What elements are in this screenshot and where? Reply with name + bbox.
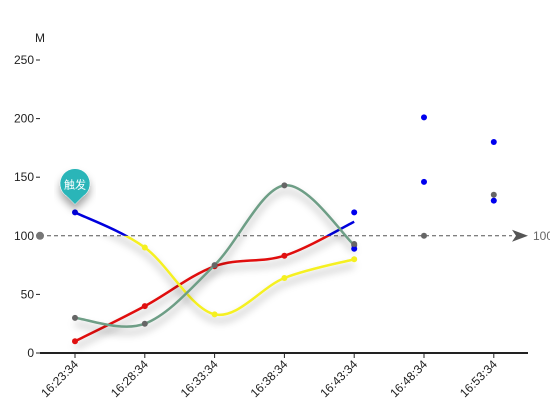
x-tick-label: 16:48:34 [387,357,430,400]
series-point [281,252,288,259]
series-point [211,262,218,269]
scatter-point [421,232,427,239]
x-tick-label: 16:38:34 [248,357,291,400]
y-axis-unit: M [35,31,45,45]
threshold-arrow [512,229,528,242]
axes: M 0 50 100 150 200 250 16:23:34 16:28:34 16:33:34… [14,31,528,400]
scatter-point [490,139,497,146]
scatter-point [490,197,497,204]
x-tick-label: 16:33:34 [178,357,221,400]
series-point [141,320,148,327]
y-tick-label: 100 [14,229,34,243]
series-line [74,184,356,328]
scatter-point [421,178,427,185]
series-point [141,244,148,251]
series-point [72,314,78,321]
scatter-point [351,209,358,216]
series-point [281,182,288,189]
scatter-point [351,241,358,248]
y-tick-label: 50 [21,287,35,301]
x-tick-label: 16:23:34 [38,357,81,400]
y-tick-label: 0 [27,346,34,360]
x-tick-label: 16:43:34 [317,357,360,400]
scatter-point [421,114,427,121]
series-layer [72,182,358,345]
series-1 [72,209,358,318]
series-point [72,209,78,216]
threshold-line: 100 [36,229,550,243]
x-tick-label: 16:53:34 [457,357,500,400]
y-tick-label: 150 [14,170,34,184]
series-2 [72,182,358,328]
scatter-layer [351,114,497,252]
scatter-point [351,245,358,252]
markpoint-label: 触发 [64,177,86,191]
series-line [74,235,331,343]
y-tick-label: 200 [14,112,34,126]
threshold-start-dot [36,231,44,240]
series-point [72,338,78,345]
series-point [211,311,218,318]
threshold-label: 100 [533,229,550,243]
markpoint-layer: 触发 [59,168,91,205]
markpoint-pin [59,168,91,205]
y-tick-label: 250 [14,53,34,67]
x-tick-label: 16:28:34 [108,357,151,400]
series-point [141,303,148,310]
series-point [351,256,358,263]
series-line-above-threshold [325,220,355,236]
series-point [281,274,288,281]
scatter-point [490,191,497,198]
